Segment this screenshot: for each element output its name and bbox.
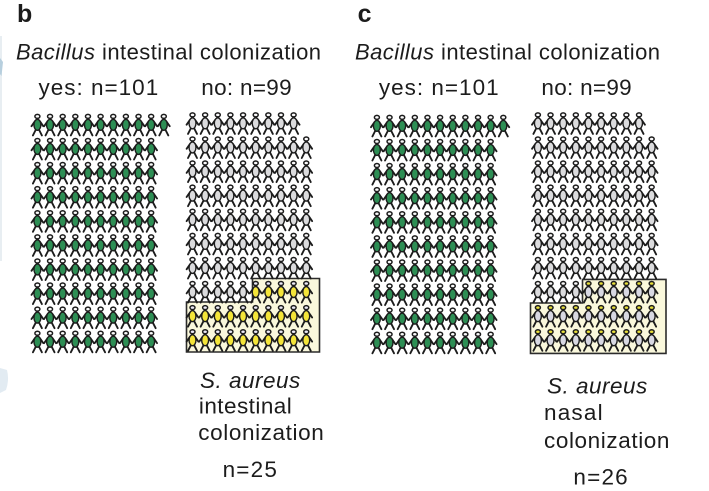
svg-text:yes: n=101: yes: n=101 <box>39 75 160 100</box>
svg-text:c: c <box>358 0 372 28</box>
svg-text:no: n=99: no: n=99 <box>541 75 632 100</box>
svg-text:nasal: nasal <box>544 400 604 425</box>
svg-text:no: n=99: no: n=99 <box>201 75 292 100</box>
svg-text:S. aureus: S. aureus <box>547 374 648 399</box>
svg-text:Bacillus intestinal colonizati: Bacillus intestinal colonization <box>355 40 660 65</box>
svg-text:intestinal: intestinal <box>199 394 292 419</box>
svg-text:n=25: n=25 <box>223 457 278 482</box>
svg-text:b: b <box>17 0 32 28</box>
svg-text:n=26: n=26 <box>573 465 628 487</box>
svg-text:yes: n=101: yes: n=101 <box>379 75 500 100</box>
svg-text:S. aureus: S. aureus <box>200 368 301 393</box>
svg-text:colonization: colonization <box>544 428 670 453</box>
svg-text:Bacillus intestinal colonizati: Bacillus intestinal colonization <box>16 40 321 65</box>
svg-text:colonization: colonization <box>198 420 324 445</box>
